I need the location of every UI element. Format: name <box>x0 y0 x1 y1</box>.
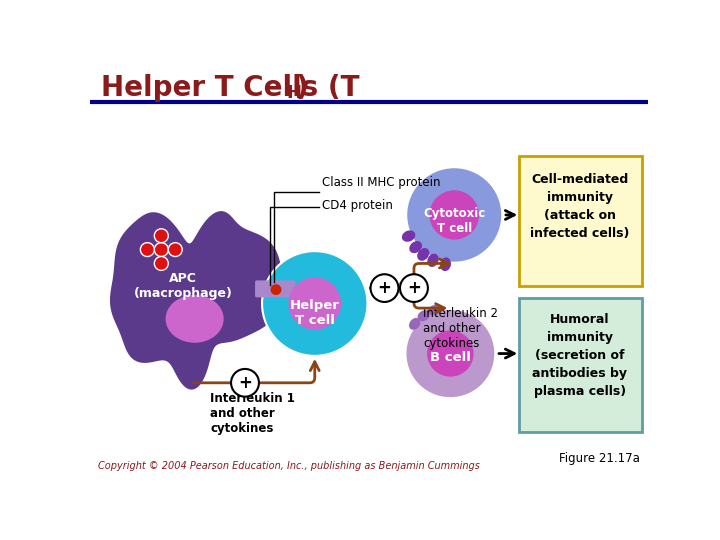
Ellipse shape <box>417 248 429 261</box>
Circle shape <box>168 242 182 256</box>
Text: Interleukin 1
and other
cytokines: Interleukin 1 and other cytokines <box>210 392 295 435</box>
Text: H: H <box>287 84 302 102</box>
Text: +: + <box>238 374 252 392</box>
Ellipse shape <box>166 295 224 343</box>
Text: Interleukin 2
and other
cytokines: Interleukin 2 and other cytokines <box>423 307 498 350</box>
Circle shape <box>400 274 428 302</box>
Circle shape <box>427 330 474 377</box>
Text: Humoral
immunity
(secretion of
antibodies by
plasma cells): Humoral immunity (secretion of antibodie… <box>532 313 627 398</box>
Circle shape <box>406 167 503 262</box>
Polygon shape <box>110 211 283 390</box>
Circle shape <box>371 274 398 302</box>
Text: Class II MHC protein: Class II MHC protein <box>322 176 440 189</box>
Circle shape <box>140 242 154 256</box>
FancyBboxPatch shape <box>518 156 642 286</box>
Circle shape <box>262 251 367 356</box>
Text: Helper
T cell: Helper T cell <box>290 299 340 327</box>
Circle shape <box>231 369 259 397</box>
Ellipse shape <box>409 318 420 330</box>
Text: Helper T Cells (T: Helper T Cells (T <box>101 74 359 102</box>
Circle shape <box>154 242 168 256</box>
Ellipse shape <box>418 310 430 321</box>
Text: Cell-mediated
immunity
(attack on
infected cells): Cell-mediated immunity (attack on infect… <box>530 173 629 240</box>
Ellipse shape <box>427 254 438 267</box>
Text: ): ) <box>295 74 308 102</box>
Text: +: + <box>377 279 392 297</box>
FancyBboxPatch shape <box>518 298 642 432</box>
Text: Figure 21.17a: Figure 21.17a <box>559 452 640 465</box>
FancyBboxPatch shape <box>255 280 295 298</box>
Ellipse shape <box>409 241 422 253</box>
Circle shape <box>429 190 479 240</box>
Text: Cytotoxic
T cell: Cytotoxic T cell <box>423 207 485 235</box>
Circle shape <box>271 284 282 295</box>
Ellipse shape <box>440 258 451 271</box>
Circle shape <box>154 256 168 271</box>
Ellipse shape <box>402 231 415 242</box>
Circle shape <box>154 229 168 242</box>
Text: CD4 protein: CD4 protein <box>322 199 392 212</box>
Circle shape <box>405 309 495 398</box>
Text: +: + <box>407 279 421 297</box>
Ellipse shape <box>428 305 441 315</box>
Text: B cell: B cell <box>430 351 471 364</box>
Text: APC
(macrophage): APC (macrophage) <box>134 272 233 300</box>
Circle shape <box>289 278 341 330</box>
Text: Copyright © 2004 Pearson Education, Inc., publishing as Benjamin Cummings: Copyright © 2004 Pearson Education, Inc.… <box>98 461 480 471</box>
